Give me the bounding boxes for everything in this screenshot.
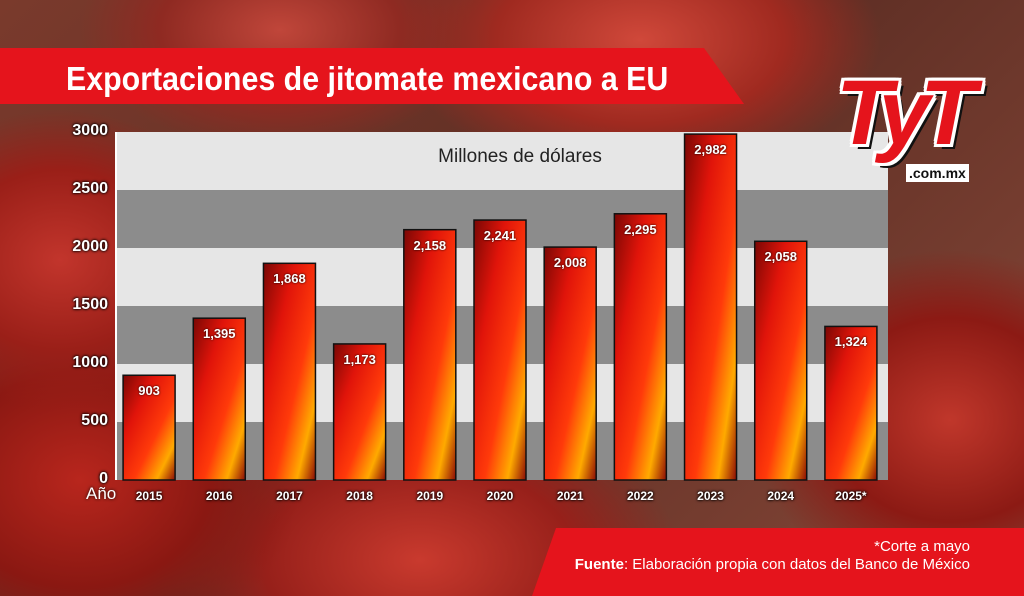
bars-group <box>122 133 878 481</box>
bar <box>824 325 878 481</box>
x-tick-label: 2022 <box>627 489 654 503</box>
bar-value-label: 903 <box>138 383 160 399</box>
x-tick-label: 2025* <box>835 489 867 503</box>
bar <box>122 374 176 481</box>
x-tick-label: 2020 <box>486 489 514 503</box>
bar <box>403 228 457 481</box>
logo-wordmark: TyT <box>836 62 976 164</box>
y-tick-label: 3000 <box>72 122 108 139</box>
bar <box>332 343 387 481</box>
x-tick-label: 2015 <box>135 489 163 503</box>
footer-banner <box>532 528 1024 596</box>
title-banner <box>0 48 744 104</box>
y-tick-label: 0 <box>99 470 108 487</box>
x-tick-label: 2021 <box>556 489 584 503</box>
bar-value-label: 2,982 <box>694 142 727 158</box>
x-tick-label: 2017 <box>276 489 303 503</box>
y-tick-label: 2000 <box>72 238 108 255</box>
bar-value-label: 2,241 <box>483 228 517 244</box>
x-tick-label: 2018 <box>346 489 373 503</box>
x-axis-label: Año <box>86 484 117 503</box>
grid-band <box>116 132 888 190</box>
bar <box>613 213 668 481</box>
source-label: Fuente <box>574 556 624 573</box>
source-text: : Elaboración propia con datos del Banco… <box>623 556 970 573</box>
y-tick-label: 1000 <box>72 354 108 371</box>
bar-value-label: 2,008 <box>553 255 587 271</box>
bar-value-label: 1,173 <box>343 351 376 367</box>
bar <box>683 133 738 481</box>
bar <box>262 262 317 481</box>
bar-value-label: 1,395 <box>202 326 236 342</box>
x-tick-label: 2016 <box>205 489 233 503</box>
bar <box>473 219 527 481</box>
bar <box>192 317 247 481</box>
source-credit: Fuente: Elaboración propia con datos del… <box>575 556 970 573</box>
x-tick-label: 2023 <box>697 489 724 503</box>
y-tick-label: 1500 <box>72 296 108 313</box>
tyt-logo: TyT .com.mx <box>836 58 976 186</box>
y-tick-label: 500 <box>81 412 108 429</box>
bar-value-label: 2,058 <box>764 249 797 265</box>
logo-domain: .com.mx <box>906 164 969 182</box>
bar-value-label: 1,868 <box>273 271 306 287</box>
bar <box>543 246 597 481</box>
bar <box>753 240 808 481</box>
bar-value-label: 2,158 <box>413 237 447 253</box>
y-tick-label: 2500 <box>72 180 108 197</box>
chart-title: Exportaciones de jitomate mexicano a EU <box>66 60 669 97</box>
x-tick-label: 2024 <box>767 489 795 503</box>
units-label: Millones de dólares <box>438 146 602 167</box>
bar-value-label: 1,324 <box>834 334 868 350</box>
footnote: *Corte a mayo <box>874 538 970 555</box>
x-tick-label: 2019 <box>416 489 444 503</box>
bar-value-label: 2,295 <box>624 221 657 237</box>
